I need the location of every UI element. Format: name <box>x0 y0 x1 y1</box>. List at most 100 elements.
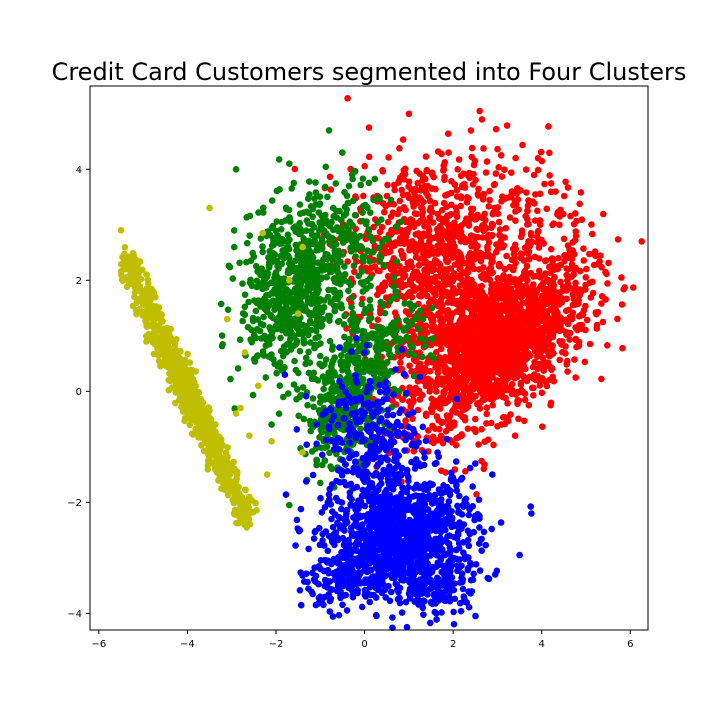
data-point <box>466 174 473 182</box>
data-point <box>530 273 537 280</box>
data-point <box>415 230 422 237</box>
data-point <box>499 378 507 385</box>
data-point <box>432 291 439 299</box>
data-point <box>630 284 637 291</box>
data-point <box>321 444 329 452</box>
data-point <box>498 198 505 205</box>
data-point <box>429 171 436 178</box>
data-point <box>510 335 517 342</box>
data-point <box>536 377 544 385</box>
data-point <box>270 356 277 363</box>
data-point <box>515 415 522 423</box>
data-point <box>508 169 515 176</box>
data-point <box>410 372 418 380</box>
data-point <box>489 401 497 409</box>
data-point <box>495 218 503 226</box>
data-point <box>365 153 373 161</box>
data-point <box>442 314 450 322</box>
data-point <box>372 330 379 338</box>
data-point <box>562 328 570 336</box>
data-point <box>555 254 562 262</box>
data-point <box>335 317 343 325</box>
data-point <box>269 334 277 342</box>
data-point <box>564 242 572 249</box>
data-point <box>245 298 252 306</box>
data-point <box>424 359 431 366</box>
data-point <box>426 207 434 214</box>
data-point <box>310 535 318 542</box>
data-point <box>481 438 489 446</box>
data-point <box>268 421 275 428</box>
data-point <box>489 210 497 218</box>
data-point <box>620 285 627 293</box>
data-point <box>399 396 406 403</box>
data-point <box>421 182 429 190</box>
data-point <box>577 189 585 196</box>
data-point <box>300 209 308 216</box>
data-point <box>247 257 255 265</box>
data-point <box>320 385 327 393</box>
data-point <box>483 420 490 427</box>
data-point <box>483 404 491 412</box>
data-point <box>366 303 374 310</box>
data-point <box>489 269 497 276</box>
data-point <box>560 192 568 200</box>
data-point <box>548 255 556 262</box>
data-point <box>397 338 404 345</box>
data-point <box>525 401 533 409</box>
data-point <box>322 217 330 224</box>
data-point <box>468 243 475 250</box>
data-point <box>468 284 475 291</box>
data-point <box>455 288 462 295</box>
data-point <box>571 301 578 309</box>
data-point <box>345 287 352 295</box>
data-point <box>542 257 550 264</box>
data-point <box>506 263 513 271</box>
data-point <box>306 178 313 185</box>
data-point <box>326 317 333 324</box>
data-point <box>453 193 461 200</box>
data-point <box>544 359 552 366</box>
data-point <box>577 312 585 319</box>
data-point <box>350 262 358 270</box>
data-point <box>489 231 496 239</box>
data-point <box>438 206 446 214</box>
data-point <box>468 205 475 213</box>
data-point <box>342 366 349 373</box>
data-point <box>382 202 390 210</box>
data-point <box>535 267 543 275</box>
data-point <box>580 245 587 252</box>
data-point <box>501 307 508 314</box>
data-point <box>525 334 533 342</box>
data-point <box>296 219 304 227</box>
data-point <box>462 236 470 243</box>
data-point <box>503 252 510 260</box>
data-point <box>557 206 564 214</box>
data-point <box>407 216 415 223</box>
data-point <box>438 345 445 353</box>
data-point <box>531 200 538 207</box>
data-point <box>402 265 409 273</box>
data-point <box>442 192 449 199</box>
data-point <box>583 316 591 324</box>
data-point <box>432 185 439 193</box>
data-point <box>515 397 523 404</box>
data-point <box>331 354 339 361</box>
data-point <box>236 336 244 344</box>
data-point <box>410 203 417 210</box>
data-point <box>317 266 324 273</box>
data-point <box>244 323 252 331</box>
data-point <box>501 385 508 392</box>
data-point <box>355 272 363 280</box>
data-point <box>483 410 491 418</box>
data-point <box>413 389 421 397</box>
data-point <box>321 361 328 368</box>
data-point <box>425 231 433 239</box>
data-point <box>416 255 423 262</box>
data-point <box>580 257 588 264</box>
data-point <box>500 242 508 249</box>
data-point <box>368 357 375 365</box>
data-point <box>319 421 327 429</box>
data-point <box>273 218 281 225</box>
data-point <box>464 354 471 362</box>
